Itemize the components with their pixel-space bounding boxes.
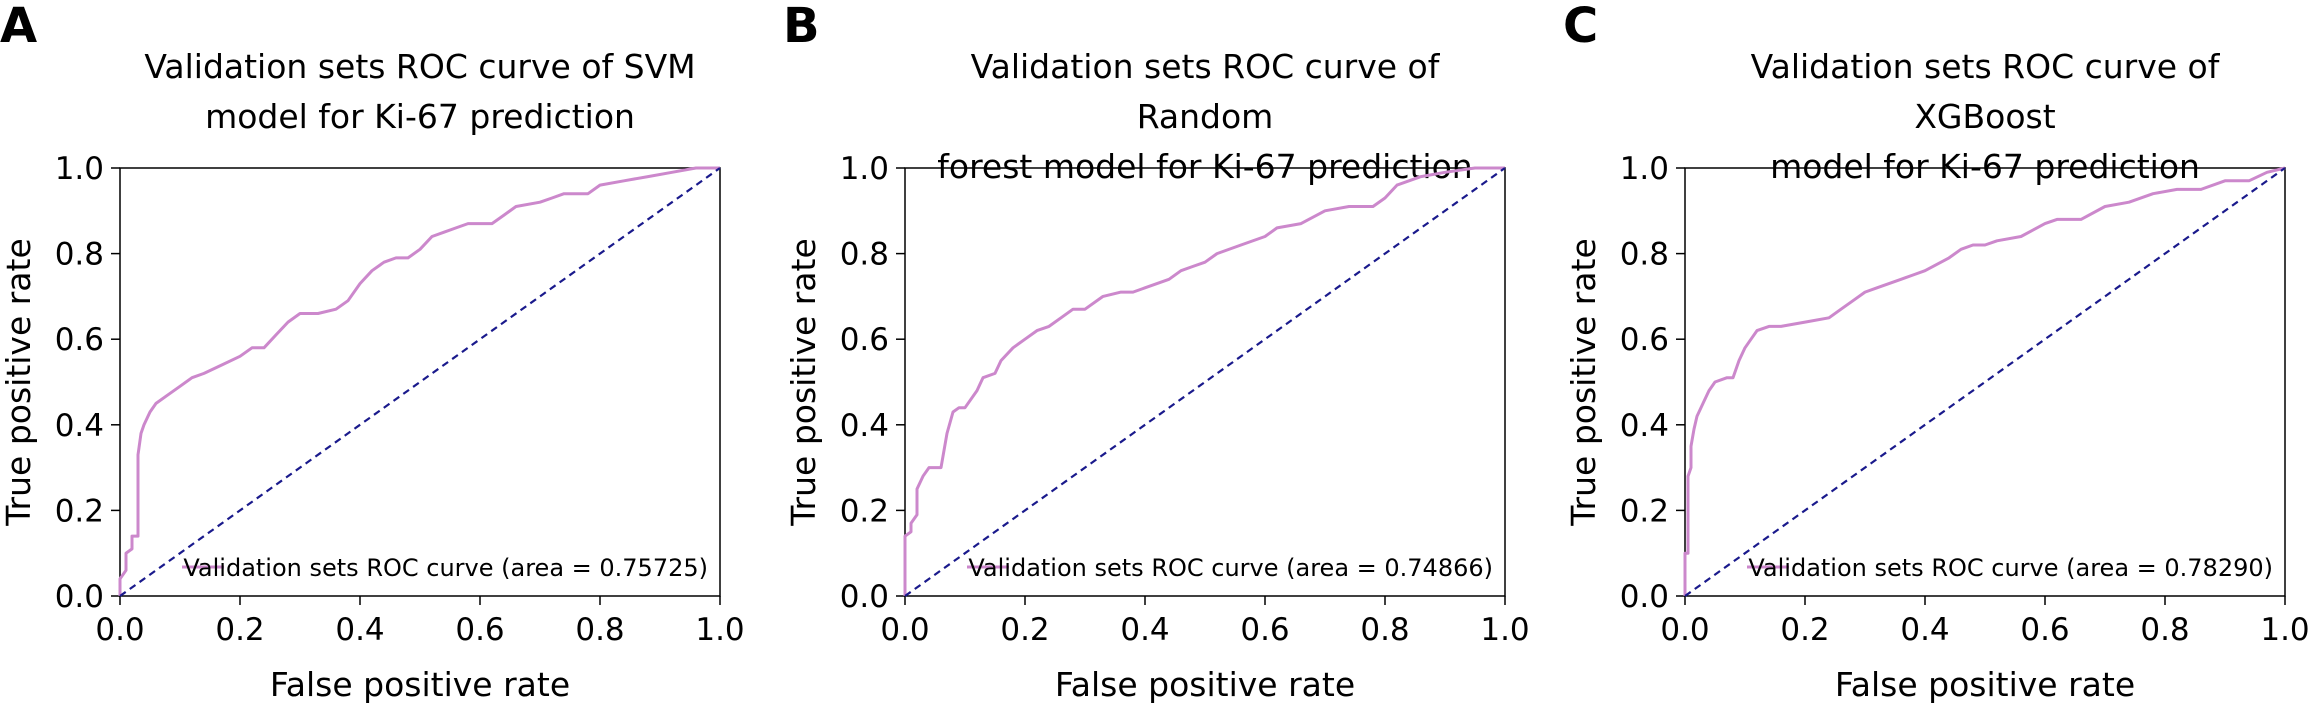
panel-letter: C	[1563, 0, 1599, 54]
x-tick-label: 1.0	[1480, 612, 1529, 648]
chart-title: Validation sets ROC curve of Random fores…	[905, 42, 1505, 192]
chart-title-line: Validation sets ROC curve of SVM	[144, 47, 696, 86]
panel-letter: B	[783, 0, 820, 54]
y-tick-label: 0.0	[55, 579, 104, 615]
chart-title-line: model for Ki-67 prediction	[205, 97, 635, 136]
chart-title-line: forest model for Ki-67 prediction	[937, 147, 1473, 186]
x-tick-label: 0.2	[1780, 612, 1829, 648]
chance-diagonal-line	[904, 167, 1506, 597]
y-tick-label: 0.8	[1620, 237, 1669, 273]
y-tick-label: 1.0	[1620, 151, 1669, 187]
legend-label: Validation sets ROC curve (area = 0.7486…	[968, 554, 1493, 582]
chart-panel-b: B Validation sets ROC curve of Random fore…	[783, 0, 1555, 715]
x-tick-label: 0.0	[1660, 612, 1709, 648]
x-tick-label: 0.2	[215, 612, 264, 648]
y-axis-label: True positive rate	[784, 238, 823, 527]
y-tick-label: 0.6	[55, 322, 104, 358]
y-tick-label: 0.8	[840, 237, 889, 273]
y-tick-label: 1.0	[55, 151, 104, 187]
chart-svg: 0.0 0.2 0.4 0.6 0.8 1.0 0.0 0.2 0.4 0.6 0.8 1.0 Fals…	[1564, 151, 2310, 704]
x-tick-label: 0.8	[1360, 612, 1409, 648]
y-tick-label: 1.0	[840, 151, 889, 187]
x-axis-label: False positive rate	[1835, 665, 2135, 704]
y-tick-label: 0.8	[55, 237, 104, 273]
x-tick-label: 1.0	[2260, 612, 2309, 648]
chart-svg: 0.0 0.2 0.4 0.6 0.8 1.0 0.0 0.2 0.4 0.6 0.8 1.0 Fals…	[784, 151, 1530, 704]
y-tick-label: 0.2	[1620, 493, 1669, 529]
chart-panel-c: C Validation sets ROC curve of XGBoost mod…	[1563, 0, 2314, 715]
x-tick-label: 0.6	[455, 612, 504, 648]
y-tick-label: 0.6	[840, 322, 889, 358]
roc-curve-line	[1683, 166, 2286, 596]
x-tick-label: 1.0	[695, 612, 744, 648]
y-axis-label: True positive rate	[0, 238, 38, 527]
roc-curve-line	[903, 166, 1505, 596]
y-tick-label: 0.0	[840, 579, 889, 615]
x-tick-label: 0.4	[1900, 612, 1949, 648]
chart-title: Validation sets ROC curve of SVM model fo…	[120, 42, 720, 142]
y-tick-label: 0.2	[840, 493, 889, 529]
plot-frame	[119, 167, 721, 597]
x-tick-label: 0.0	[95, 612, 144, 648]
x-tick-label: 0.0	[880, 612, 929, 648]
legend-label: Validation sets ROC curve (area = 0.7829…	[1748, 554, 2273, 582]
legend-label: Validation sets ROC curve (area = 0.7572…	[183, 554, 708, 582]
plot-frame	[1684, 167, 2286, 597]
y-tick-label: 0.6	[1620, 322, 1669, 358]
y-tick-label: 0.0	[1620, 579, 1669, 615]
chart-title-line: Validation sets ROC curve of Random	[970, 47, 1440, 136]
x-tick-label: 0.6	[2020, 612, 2069, 648]
x-axis-label: False positive rate	[270, 665, 570, 704]
chart-title-line: Validation sets ROC curve of XGBoost	[1750, 47, 2220, 136]
y-tick-label: 0.4	[1620, 408, 1669, 444]
x-tick-label: 0.2	[1000, 612, 1049, 648]
y-tick-label: 0.4	[55, 408, 104, 444]
x-tick-label: 0.6	[1240, 612, 1289, 648]
y-tick-label: 0.4	[840, 408, 889, 444]
chart-panel-a: A Validation sets ROC curve of SVM model f…	[0, 0, 770, 715]
x-tick-label: 0.8	[575, 612, 624, 648]
chart-title-line: model for Ki-67 prediction	[1770, 147, 2200, 186]
plot-frame	[904, 167, 1506, 597]
chance-diagonal-line	[1684, 167, 2286, 597]
chart-svg: 0.0 0.2 0.4 0.6 0.8 1.0 0.0 0.2 0.4 0.6 0.8 1.0 Fals…	[0, 151, 745, 704]
chance-diagonal-line	[119, 167, 721, 597]
chart-title: Validation sets ROC curve of XGBoost mode…	[1685, 42, 2285, 192]
y-tick-label: 0.2	[55, 493, 104, 529]
roc-curve-line	[118, 166, 720, 596]
x-tick-label: 0.8	[2140, 612, 2189, 648]
y-axis-label: True positive rate	[1564, 238, 1603, 527]
x-tick-label: 0.4	[335, 612, 384, 648]
panel-letter: A	[0, 0, 38, 54]
x-axis-label: False positive rate	[1055, 665, 1355, 704]
x-tick-label: 0.4	[1120, 612, 1169, 648]
